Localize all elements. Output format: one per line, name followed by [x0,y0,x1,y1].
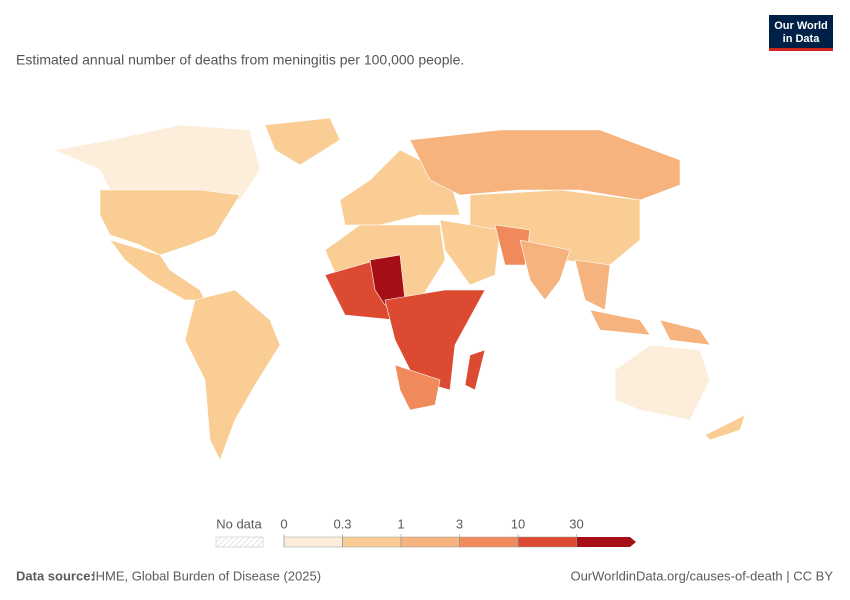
region[interactable] [53,124,261,201]
region[interactable] [704,414,746,441]
legend-bin [400,536,460,548]
region[interactable] [614,344,711,421]
region[interactable] [184,289,281,461]
legend-bin [459,536,519,548]
legend-tick-label: 10 [511,516,525,531]
source: IHME, Global Burden of Disease (2025) [92,568,321,583]
region[interactable] [494,224,531,266]
logo-bar [769,48,833,51]
logo-text: in Data [783,33,821,45]
region[interactable] [99,189,241,256]
region[interactable] [464,349,486,391]
region[interactable] [409,129,681,201]
legend: No data 0 0.3 1 3 10 30 [215,516,636,548]
region[interactable] [574,259,611,311]
no-data-label: No data [216,516,262,531]
legend-bin [283,536,343,548]
legend-bin [342,536,402,548]
source-label: Data source: [16,568,95,583]
subtitle: Estimated annual number of deaths from m… [16,52,464,68]
legend-tick-label: 1 [397,516,404,531]
url: OurWorldinData.org/causes-of-death | CC … [570,568,833,583]
region[interactable] [394,364,441,411]
no-data-swatch [215,536,264,548]
logo-text: Our World [774,20,828,32]
legend-tick-label: 0.3 [333,516,351,531]
region[interactable] [519,239,571,301]
region[interactable] [439,219,501,286]
legend-bin [576,537,636,547]
region[interactable] [659,319,711,346]
legend-tick-label: 3 [456,516,463,531]
region[interactable] [264,117,341,166]
legend-bin [517,536,577,548]
logo-box[interactable] [769,15,833,50]
logo[interactable]: Our World in Data [769,15,833,51]
legend-tick-label: 0 [280,516,287,531]
region[interactable] [589,309,651,336]
legend-tick-label: 30 [569,516,583,531]
map [53,117,746,461]
region[interactable] [384,289,486,391]
